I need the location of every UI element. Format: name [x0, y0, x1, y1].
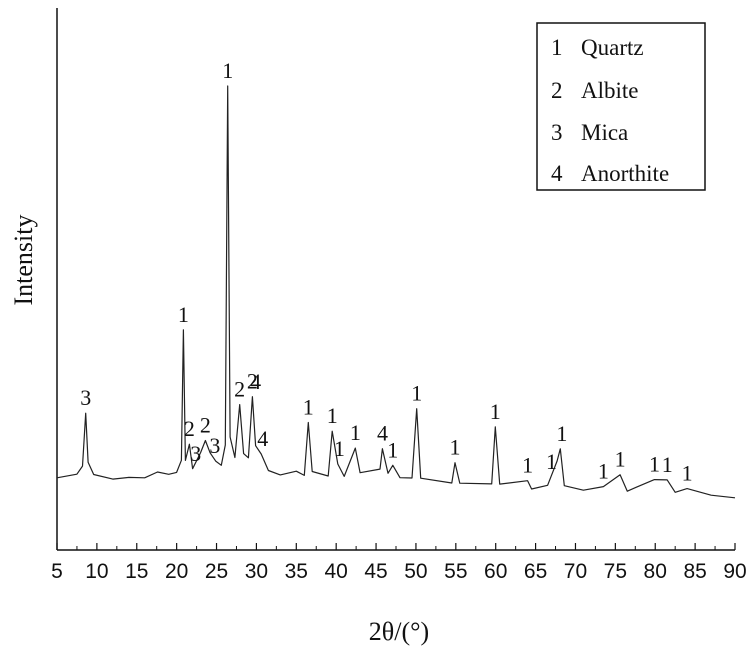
- x-tick-label: 35: [285, 560, 308, 583]
- peak-label: 1: [649, 452, 660, 477]
- x-tick-label: 75: [604, 560, 627, 583]
- legend: 1 Quartz 2 Albite 3 Mica 4 Anorthite: [536, 22, 706, 191]
- peak-label: 4: [250, 369, 261, 394]
- x-axis-label: 2θ/(°): [369, 617, 429, 646]
- peak-label: 1: [682, 461, 693, 486]
- x-tick-label: 50: [404, 560, 427, 583]
- peak-label: 1: [178, 302, 189, 327]
- peak-label: 1: [662, 452, 673, 477]
- xrd-series-line: [56, 85, 736, 499]
- peak-label: 1: [334, 436, 345, 461]
- peak-label: 1: [556, 421, 567, 446]
- x-tick-label: 90: [723, 560, 746, 583]
- peak-label: 1: [522, 453, 533, 478]
- peak-label: 1: [303, 394, 314, 419]
- peak-label: 2: [234, 377, 245, 402]
- peak-label: 3: [209, 433, 220, 458]
- peak-label: 1: [222, 58, 233, 83]
- x-tick-label: 45: [364, 560, 387, 583]
- peak-label: 2: [184, 416, 195, 441]
- x-tick-label: 40: [324, 560, 347, 583]
- peak-label: 1: [387, 437, 398, 462]
- peak-label: 2: [247, 369, 258, 394]
- x-tick-label: 65: [524, 560, 547, 583]
- x-tick-label: 30: [245, 560, 268, 583]
- peak-label: 1: [450, 435, 461, 460]
- peak-label: 1: [546, 449, 557, 474]
- xrd-pattern: [56, 85, 736, 499]
- peak-label: 1: [327, 403, 338, 428]
- x-tick-label: 85: [683, 560, 706, 583]
- legend-box: [536, 22, 706, 191]
- x-tick-label: 55: [444, 560, 467, 583]
- peak-label: 1: [350, 420, 361, 445]
- x-tick-label: 70: [564, 560, 587, 583]
- peak-label: 3: [80, 385, 91, 410]
- peak-label: 1: [615, 447, 626, 472]
- legend-key-1: 1: [551, 35, 563, 60]
- y-axis-label: Intensity: [9, 215, 38, 306]
- legend-key-4: 4: [551, 161, 563, 186]
- x-tick-label: 20: [165, 560, 188, 583]
- peak-label: 2: [200, 412, 211, 437]
- x-axis-ticks: 5 10 15 20 25 30 35 40 45 50 55 60 65 70 75 80 85 90: [51, 543, 747, 583]
- x-tick-label: 60: [484, 560, 507, 583]
- x-tick-label: 15: [125, 560, 148, 583]
- legend-label-4: Anorthite: [581, 161, 669, 186]
- legend-label-1: Quartz: [581, 35, 644, 60]
- peak-label: 1: [411, 381, 422, 406]
- x-tick-label: 25: [205, 560, 228, 583]
- peak-label: 4: [377, 421, 388, 446]
- peak-label: 3: [190, 441, 201, 466]
- peak-label: 1: [490, 399, 501, 424]
- peak-label: 4: [257, 426, 268, 451]
- legend-label-2: Albite: [581, 78, 639, 103]
- x-tick-label: 5: [51, 560, 63, 583]
- x-tick-label: 10: [85, 560, 108, 583]
- x-tick-label: 80: [644, 560, 667, 583]
- peak-label: 1: [598, 459, 609, 484]
- legend-key-3: 3: [551, 120, 563, 145]
- legend-key-2: 2: [551, 78, 563, 103]
- legend-label-3: Mica: [581, 120, 628, 145]
